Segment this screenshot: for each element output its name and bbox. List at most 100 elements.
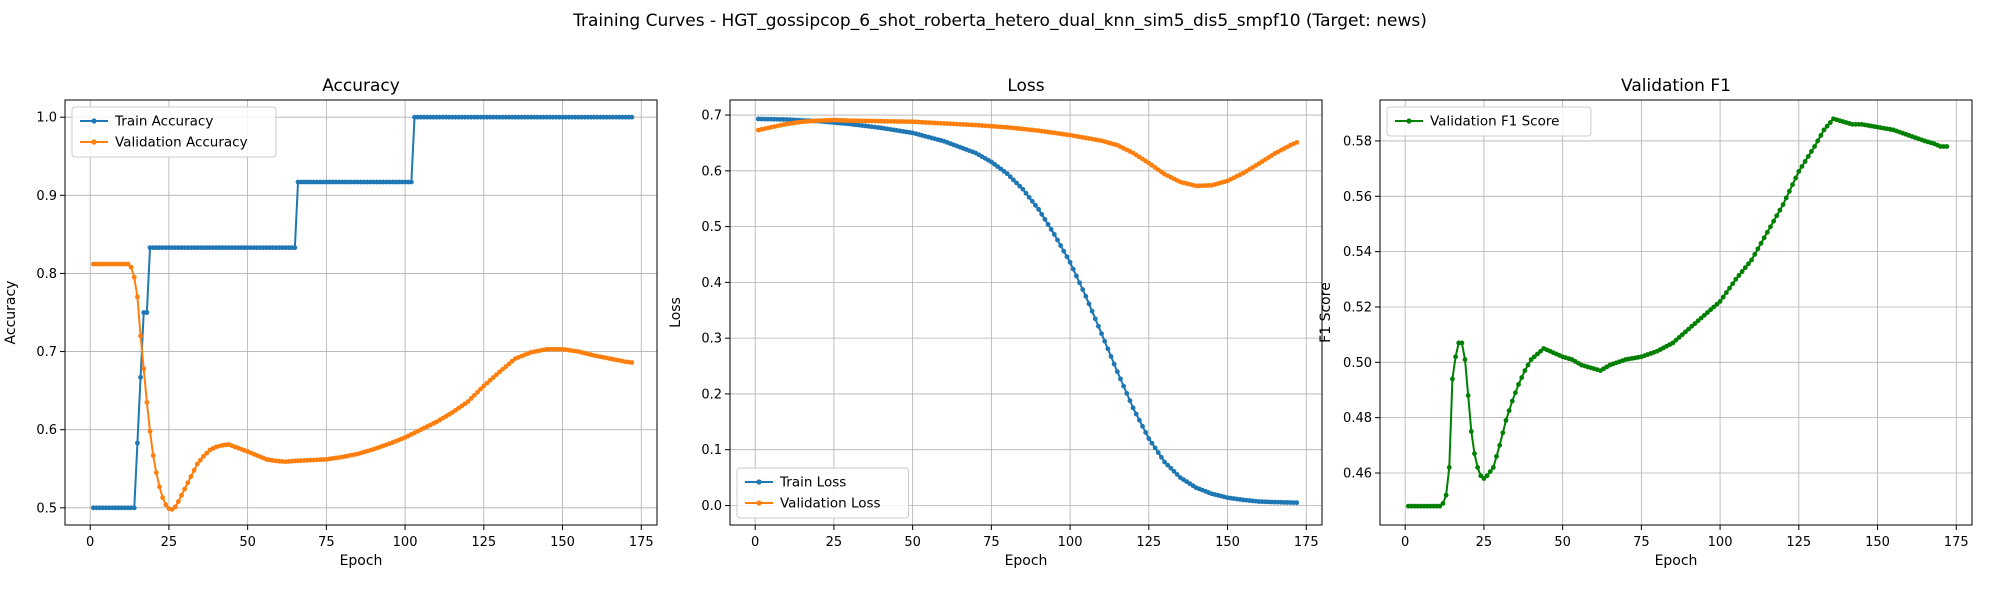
f1-data-point <box>1749 257 1754 263</box>
loss-ytick-label: 0.2 <box>701 387 722 402</box>
loss-data-point <box>1020 186 1026 192</box>
loss-data-point <box>1111 361 1117 367</box>
f1-data-point <box>1686 326 1691 332</box>
f1-data-point <box>1500 430 1506 436</box>
accuracy-legend: Train Accuracy Validation Accuracy <box>71 106 277 158</box>
accuracy-data-point <box>478 386 484 392</box>
f1-xlabel: Epoch <box>1655 553 1698 569</box>
f1-data-point <box>1468 429 1474 434</box>
accuracy-data-point <box>131 505 137 511</box>
f1-data-point <box>1522 368 1528 374</box>
accuracy-xtick-label: 150 <box>550 535 575 550</box>
loss-data-point <box>1083 293 1089 299</box>
f1-data-point <box>1692 321 1698 326</box>
f1-data-point <box>1487 469 1493 474</box>
f1-title: Validation F1 <box>1621 76 1731 96</box>
loss-data-point <box>1023 190 1029 196</box>
f1-xtick-label: 100 <box>1708 535 1733 550</box>
loss-legend-label: Validation Loss <box>780 496 881 512</box>
accuracy-data-point <box>188 474 194 479</box>
f1-data-point <box>1450 376 1455 382</box>
loss-ylabel: Loss <box>668 297 684 328</box>
loss-data-point <box>1048 227 1054 232</box>
f1-data-point <box>1689 323 1695 329</box>
loss-series-1 <box>755 117 1300 189</box>
f1-data-point <box>1736 273 1742 278</box>
f1-ytick-label: 0.58 <box>1343 134 1372 149</box>
loss-ytick-label: 0.0 <box>701 499 722 514</box>
f1-data-point <box>1790 182 1795 188</box>
accuracy-data-point <box>172 504 178 510</box>
accuracy-data-point <box>487 377 493 383</box>
loss-data-point <box>1042 216 1048 222</box>
f1-ytick-label: 0.48 <box>1343 411 1372 426</box>
f1-data-point <box>1727 285 1732 291</box>
loss-data-point <box>1294 139 1300 145</box>
f1-ylabel: F1 Score <box>1318 282 1334 343</box>
f1-data-point <box>1446 465 1452 470</box>
loss-data-point <box>1118 376 1123 382</box>
loss-data-point <box>1039 211 1045 217</box>
f1-data-point <box>1802 159 1808 164</box>
accuracy-data-point <box>182 486 188 492</box>
loss-data-point <box>1011 177 1016 183</box>
f1-series-line <box>1408 117 1947 508</box>
f1-data-point <box>1824 123 1830 129</box>
loss-data-point <box>1017 183 1023 189</box>
accuracy-xlabel: Epoch <box>340 553 383 569</box>
loss-data-point <box>1064 254 1070 260</box>
f1-xtick-label: 25 <box>1476 535 1493 550</box>
loss-data-point <box>1174 472 1180 477</box>
f1-xtick-label: 0 <box>1401 535 1409 550</box>
accuracy-ytick-label: 0.9 <box>36 189 57 204</box>
f1-data-point <box>1462 357 1468 362</box>
loss-xtick-label: 50 <box>904 535 921 550</box>
loss-data-point <box>1124 390 1130 396</box>
f1-data-point <box>1761 235 1767 241</box>
f1-ytick-label: 0.46 <box>1343 466 1372 481</box>
f1-xtick-label: 50 <box>1554 535 1571 550</box>
accuracy-ylabel: Accuracy <box>3 281 19 345</box>
accuracy-data-point <box>175 499 181 504</box>
loss-data-point <box>1105 346 1111 352</box>
f1-data-point <box>1528 357 1534 362</box>
loss-ytick-label: 0.6 <box>701 164 722 179</box>
accuracy-data-point <box>481 383 487 389</box>
f1-ytick-label: 0.56 <box>1343 190 1372 205</box>
loss-data-point <box>1070 266 1076 272</box>
accuracy-data-point <box>201 453 206 459</box>
f1-data-point <box>1818 133 1824 138</box>
loss-data-point <box>1127 398 1133 404</box>
loss-data-point <box>1029 198 1035 204</box>
accuracy-data-point <box>408 179 414 185</box>
loss-series-line <box>758 117 1297 504</box>
f1-data-point <box>1809 149 1814 154</box>
f1-legend: Validation F1 Score <box>1386 106 1592 137</box>
f1-data-point <box>1525 362 1531 368</box>
accuracy-data-point <box>503 364 509 369</box>
accuracy-xtick-label: 0 <box>86 535 94 550</box>
f1-data-point <box>1465 393 1471 398</box>
f1-data-point <box>1805 154 1811 159</box>
loss-data-point <box>1033 202 1038 208</box>
f1-panel: 0 25 50 75 100 125 150 175 0.46 0.48 0.50 0.52 0.54 0… <box>1318 76 1973 569</box>
loss-data-point <box>1061 248 1067 254</box>
f1-xtick-label: 75 <box>1633 535 1650 550</box>
loss-data-point <box>1146 436 1152 441</box>
f1-data-point <box>1516 382 1521 387</box>
f1-data-point <box>1723 290 1729 295</box>
f1-data-point <box>1481 476 1487 481</box>
accuracy-series-line <box>93 263 632 511</box>
loss-data-point <box>1014 180 1019 186</box>
f1-data-point <box>1783 195 1789 201</box>
f1-data-point <box>1513 390 1518 396</box>
loss-ytick-label: 0.1 <box>701 443 722 458</box>
f1-data-point <box>1944 144 1950 149</box>
accuracy-data-point <box>179 492 184 498</box>
loss-data-point <box>1152 445 1158 451</box>
f1-data-point <box>1771 218 1777 224</box>
f1-data-point <box>1755 246 1761 252</box>
f1-data-point <box>1780 202 1786 207</box>
accuracy-data-point <box>128 264 134 270</box>
accuracy-data-point <box>144 399 150 405</box>
